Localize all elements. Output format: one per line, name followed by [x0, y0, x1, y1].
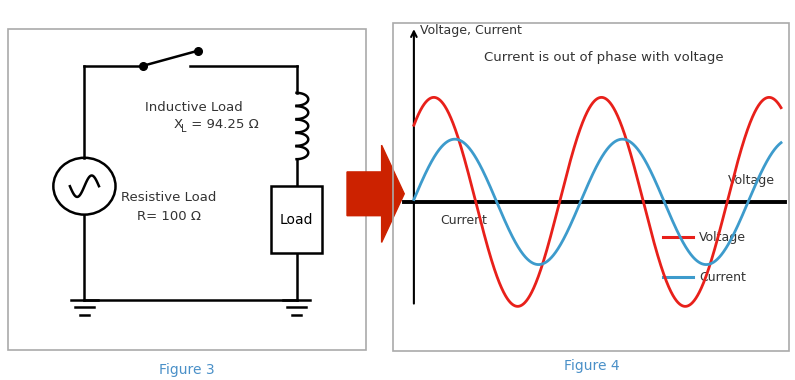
Text: Inductive Load: Inductive Load: [145, 101, 243, 114]
Text: Voltage: Voltage: [728, 174, 775, 187]
Polygon shape: [347, 145, 404, 242]
Text: Figure 3: Figure 3: [159, 363, 215, 377]
Text: = 94.25 Ω: = 94.25 Ω: [187, 118, 258, 131]
Bar: [271, 186, 322, 253]
Text: Current: Current: [440, 214, 487, 227]
Text: Voltage: Voltage: [700, 231, 747, 244]
Text: Current: Current: [700, 271, 747, 283]
Text: Current is out of phase with voltage: Current is out of phase with voltage: [483, 51, 723, 64]
Text: Voltage, Current: Voltage, Current: [420, 24, 522, 37]
Text: X: X: [174, 118, 183, 131]
Text: Resistive Load: Resistive Load: [121, 192, 216, 204]
Text: Figure 4: Figure 4: [564, 359, 619, 373]
Text: Load: Load: [280, 213, 313, 226]
Text: L: L: [181, 124, 187, 134]
Text: R= 100 Ω: R= 100 Ω: [137, 210, 200, 223]
